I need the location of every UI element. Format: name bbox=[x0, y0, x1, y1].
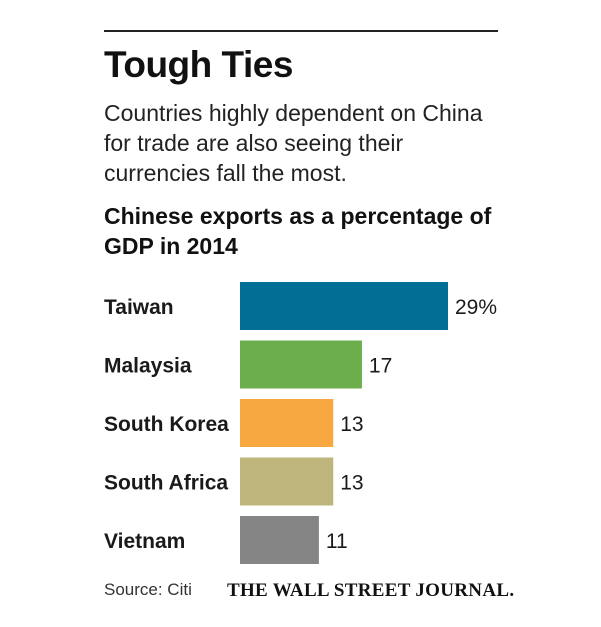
headline: Tough Ties bbox=[104, 44, 293, 85]
value-label-south-africa: 13 bbox=[340, 472, 363, 495]
category-label-taiwan: Taiwan bbox=[104, 296, 174, 319]
chart-title: Chinese exports as a percentage of GDP i… bbox=[104, 203, 492, 259]
value-label-south-korea: 13 bbox=[340, 413, 363, 436]
value-label-taiwan: 29% bbox=[455, 296, 497, 319]
source-note: Source: Citi bbox=[104, 580, 192, 599]
bar-taiwan bbox=[240, 282, 448, 330]
bar-south-africa bbox=[240, 457, 334, 506]
top-rule bbox=[104, 30, 498, 32]
publisher-logo: THE WALL STREET JOURNAL. bbox=[227, 580, 515, 601]
value-label-vietnam: 11 bbox=[326, 530, 348, 553]
value-label-malaysia: 17 bbox=[369, 355, 392, 378]
bar-south-korea bbox=[240, 399, 334, 447]
bar-malaysia bbox=[240, 340, 362, 389]
category-label-south-africa: South Africa bbox=[104, 472, 228, 495]
category-label-vietnam: Vietnam bbox=[104, 530, 185, 553]
category-label-malaysia: Malaysia bbox=[104, 355, 192, 378]
subheadline: Countries highly dependent on China for … bbox=[104, 100, 483, 186]
bar-vietnam bbox=[240, 516, 319, 564]
category-label-south-korea: South Korea bbox=[104, 413, 229, 436]
